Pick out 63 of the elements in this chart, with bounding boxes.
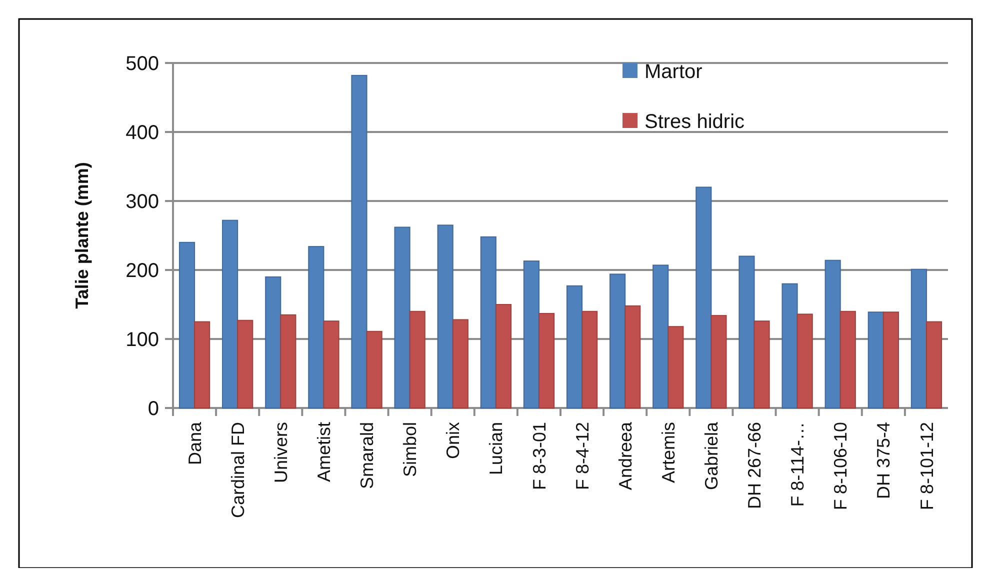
- x-tick-label: DH 267-66: [744, 422, 765, 510]
- y-axis-title: Talie plante (mm): [72, 162, 92, 309]
- bar: [280, 314, 296, 408]
- bar: [840, 310, 856, 408]
- bar: [824, 260, 841, 408]
- bar: [323, 320, 340, 408]
- bar: [696, 186, 712, 408]
- x-tick-label: Dana: [184, 421, 205, 466]
- bar: [796, 314, 813, 408]
- bar: [495, 304, 512, 408]
- bar: [610, 274, 626, 408]
- bar: [710, 315, 727, 408]
- legend-label: Stres hidric: [644, 111, 745, 133]
- y-tick-label: 500: [126, 53, 159, 75]
- bar: [868, 312, 884, 408]
- x-tick-label: F 8-114-…: [788, 422, 808, 507]
- bar: [237, 320, 254, 408]
- x-tick-label: F 8-101-12: [916, 422, 937, 510]
- bar: [668, 326, 684, 408]
- x-tick-label: Gabriela: [701, 421, 722, 490]
- x-tick-label: F 8-106-10: [830, 422, 851, 510]
- x-tick-label: Smarald: [357, 422, 378, 490]
- x-tick-label: Univers: [270, 422, 291, 484]
- bar: [782, 283, 798, 408]
- x-tick-label: Simbol: [400, 422, 420, 478]
- x-tick-label: Cardinal FD: [228, 422, 248, 518]
- y-tick-label: 400: [126, 122, 159, 144]
- bar: [754, 320, 770, 408]
- bar: [910, 268, 927, 408]
- x-tick-label: Lucian: [486, 422, 506, 476]
- bar: [265, 276, 282, 408]
- y-tick-label: 100: [126, 329, 159, 351]
- x-tick-label: Ametist: [314, 422, 334, 482]
- x-tick-label: Onix: [443, 422, 464, 460]
- x-tick-label: F 8-3-01: [529, 422, 550, 490]
- bar: [222, 220, 238, 408]
- x-tick-label: Andreea: [615, 421, 636, 490]
- bar: [624, 305, 641, 408]
- bar: [394, 226, 410, 408]
- legend-label: Martor: [644, 61, 703, 83]
- bar: [366, 330, 382, 408]
- bar: [882, 312, 899, 408]
- bar: [194, 321, 210, 408]
- bar: [437, 224, 454, 408]
- bar: [178, 242, 196, 408]
- bar: [409, 310, 426, 408]
- bar: [926, 321, 942, 408]
- bar: [582, 310, 598, 408]
- x-tick-label: F 8-4-12: [572, 422, 592, 490]
- bar: [308, 246, 324, 408]
- y-tick-label: 300: [126, 191, 159, 213]
- bar: [538, 312, 555, 408]
- x-tick-label: DH 375-4: [874, 422, 894, 500]
- bar: [523, 260, 540, 408]
- bar: [738, 256, 755, 408]
- bar: [351, 74, 368, 408]
- y-tick-label: 200: [126, 260, 159, 282]
- y-tick-label: 0: [148, 398, 159, 420]
- bar: [652, 264, 669, 408]
- bar: [566, 285, 583, 408]
- bar: [480, 236, 496, 408]
- bar: [452, 319, 468, 408]
- x-tick-label: Artemis: [658, 422, 678, 484]
